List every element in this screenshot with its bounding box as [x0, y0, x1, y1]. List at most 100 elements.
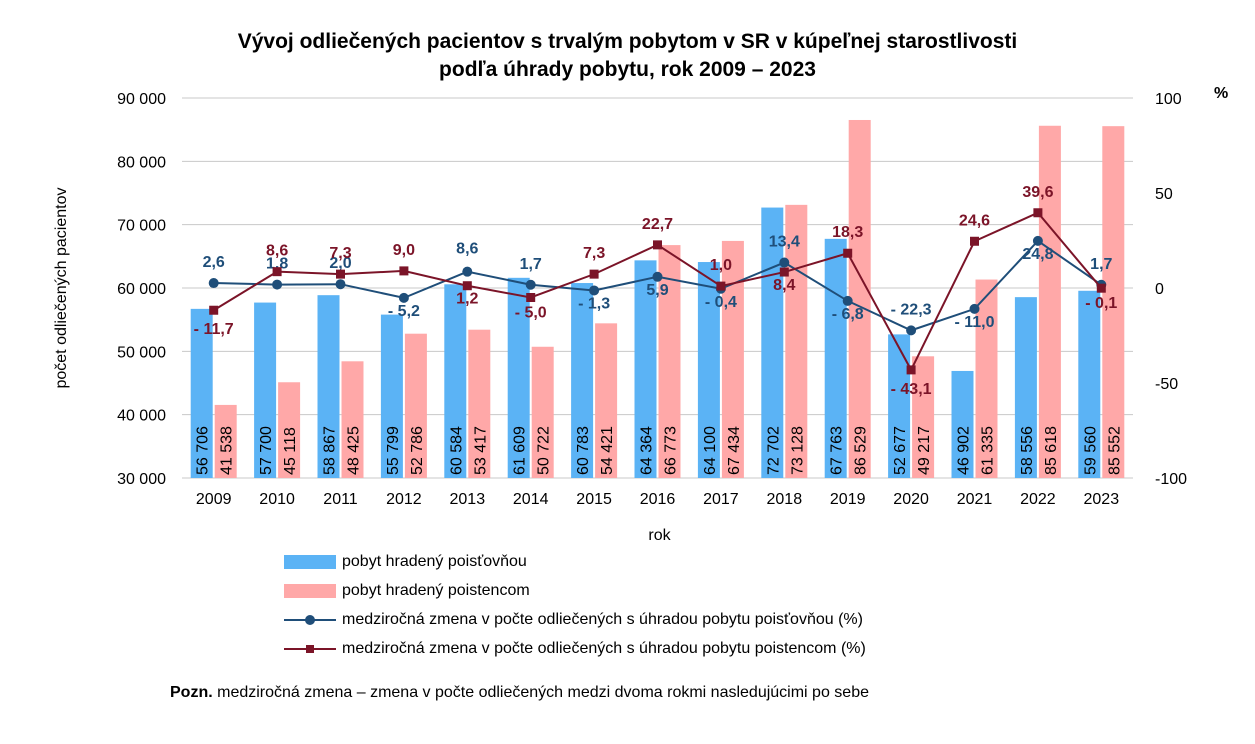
bar-2-label: 52 786 — [409, 426, 426, 475]
bar-2-label: 41 538 — [219, 426, 236, 475]
bar-1-label: 61 609 — [512, 426, 529, 475]
bar-1-label: 60 783 — [575, 426, 592, 475]
bar-1-label: 60 584 — [448, 426, 465, 475]
bar-2 — [214, 404, 237, 478]
line-1-marker — [842, 295, 853, 306]
line-1-label: 5,9 — [646, 282, 668, 299]
bar-1 — [1078, 290, 1101, 478]
legend-item-bar1: pobyt hradený poisťovňou — [284, 547, 866, 576]
x-tick-label: 2011 — [323, 491, 358, 508]
bar-1-label: 58 556 — [1019, 426, 1036, 475]
line-1-marker — [779, 257, 790, 268]
line-1-marker — [208, 278, 219, 289]
y-tick-label: 70 000 — [117, 218, 166, 235]
x-tick-label: 2014 — [513, 491, 549, 508]
bar-2 — [975, 279, 998, 478]
line-2-marker — [843, 248, 853, 258]
bar-1 — [380, 314, 403, 478]
line-2-label: 8,4 — [773, 277, 795, 294]
line-2-marker — [209, 305, 219, 315]
y-tick-label: 60 000 — [117, 281, 166, 298]
line-2-marker — [1033, 208, 1043, 218]
y-tick-label: 80 000 — [117, 154, 166, 171]
y2-tick-label: 50 — [1155, 186, 1173, 203]
y-tick-label: 90 000 — [117, 91, 166, 108]
line-1-label: - 5,2 — [388, 303, 420, 320]
y2-tick-label: 0 — [1155, 281, 1164, 298]
x-tick-label: 2015 — [576, 491, 612, 508]
line-2-label: 7,3 — [583, 245, 605, 262]
bar-1 — [444, 284, 467, 478]
line-1-label: 1,7 — [520, 256, 542, 273]
x-tick-label: 2016 — [640, 491, 676, 508]
y-axis-title: počet odliečených pacientov — [53, 187, 70, 388]
legend-item-bar2: pobyt hradený poistencom — [284, 576, 866, 605]
note-text: medziročná zmena – zmena v počte odlieče… — [212, 684, 869, 701]
line-2-marker — [462, 281, 472, 291]
bar-2 — [468, 329, 491, 478]
line-1-marker — [462, 266, 473, 277]
bar-1 — [254, 302, 277, 478]
line-1-label: - 6,8 — [832, 306, 864, 323]
x-tick-label: 2010 — [259, 491, 295, 508]
line-1-label: 2,6 — [203, 254, 225, 271]
x-axis-title: rok — [648, 527, 671, 540]
bar-1-label: 72 702 — [765, 426, 782, 475]
legend-label-bar2: pobyt hradený poistencom — [342, 581, 530, 599]
line-1-label: 1,8 — [266, 256, 288, 273]
bar-2-label: 86 529 — [853, 426, 870, 475]
line-1-label: - 22,3 — [891, 301, 932, 318]
bar-1-label: 59 560 — [1082, 426, 1099, 475]
x-tick-label: 2022 — [1020, 491, 1056, 508]
bar-2 — [1038, 125, 1061, 478]
line-1-label: - 0,4 — [705, 294, 737, 311]
x-tick-label: 2019 — [830, 491, 866, 508]
line-2-label: - 43,1 — [891, 381, 932, 398]
line-2-marker — [1096, 283, 1106, 293]
y-tick-label: 30 000 — [117, 471, 166, 488]
line-2-label: - 11,7 — [194, 321, 234, 338]
line-2-marker — [653, 240, 662, 250]
y2-tick-label: -50 — [1155, 376, 1178, 393]
bar-1-label: 64 364 — [639, 426, 656, 475]
x-tick-label: 2013 — [450, 491, 486, 508]
bar-1-label: 57 700 — [258, 426, 275, 475]
bar-2-label: 61 335 — [980, 426, 997, 475]
y2-tick-label: 100 — [1155, 91, 1182, 108]
y2-axis-title: % — [1214, 85, 1228, 102]
bar-2-label: 67 434 — [726, 426, 743, 475]
bar-2-label: 50 722 — [536, 426, 553, 475]
legend-label-line2: medziročná zmena v počte odliečených s ú… — [342, 639, 866, 657]
x-tick-label: 2018 — [767, 491, 803, 508]
line-1-marker — [969, 303, 980, 314]
bar-1 — [190, 308, 213, 478]
bar-2 — [595, 323, 618, 478]
bar-2-label: 49 217 — [916, 426, 933, 475]
line-2-label: 24,6 — [959, 212, 990, 229]
x-tick-label: 2017 — [703, 491, 739, 508]
bar-2 — [912, 356, 935, 478]
x-tick-label: 2020 — [893, 491, 929, 508]
chart-note: Pozn. medziročná zmena – zmena v počte o… — [170, 684, 869, 702]
x-tick-label: 2023 — [1084, 491, 1120, 508]
line-1-label: 24,8 — [1022, 246, 1053, 263]
bar-2-label: 85 552 — [1106, 426, 1123, 475]
line-1-marker — [272, 279, 283, 290]
bar-2-label: 48 425 — [346, 426, 363, 475]
chart-legend: pobyt hradený poisťovňou pobyt hradený p… — [284, 547, 866, 663]
bar-2-label: 85 618 — [1043, 426, 1060, 475]
line-1-marker — [335, 279, 346, 290]
note-label: Pozn. — [170, 684, 213, 701]
legend-swatch-line1 — [284, 613, 336, 627]
line-2-label: 22,7 — [642, 216, 673, 233]
bar-1 — [317, 295, 340, 478]
bar-1 — [824, 238, 847, 478]
line-2-label: 9,0 — [393, 242, 415, 259]
bar-2 — [404, 333, 427, 478]
bar-1-label: 56 706 — [195, 426, 212, 475]
line-1-label: 2,0 — [329, 255, 351, 272]
chart-plot: 30 000 40 000 50 000 60 000 70 000 80 000 90 0… — [53, 85, 1228, 540]
bar-2-label: 73 128 — [789, 426, 806, 475]
bar-2 — [278, 382, 301, 478]
legend-item-line1: medziročná zmena v počte odliečených s ú… — [284, 605, 866, 634]
